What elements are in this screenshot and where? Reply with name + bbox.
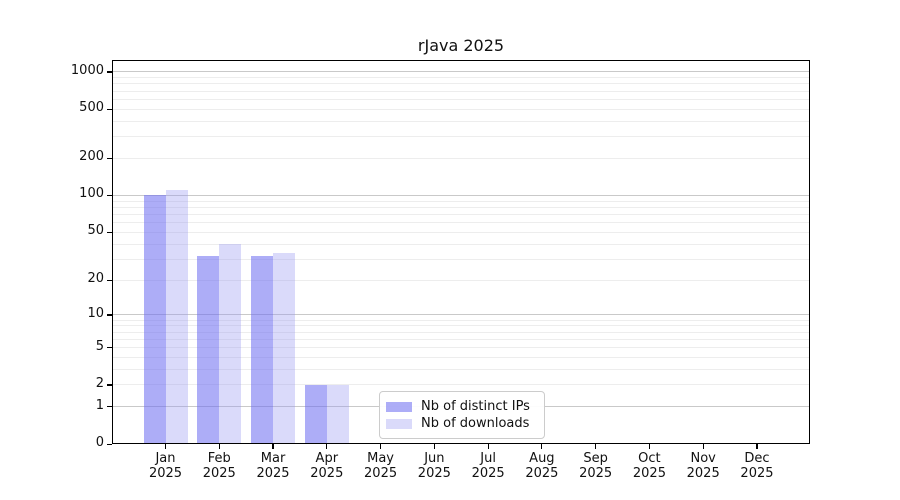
x-tick-label-aug: Aug 2025	[525, 451, 559, 481]
legend-item-distinct-ips: Nb of distinct IPs	[386, 398, 536, 415]
gridline-y-7	[113, 331, 809, 333]
gridline-y-90	[113, 200, 809, 202]
x-tick-label-jan: Jan 2025	[148, 451, 183, 481]
y-tick-label-50: 50	[87, 223, 104, 239]
y-tick-100	[107, 194, 112, 197]
gridline-y-80	[113, 206, 809, 208]
y-tick-0	[107, 443, 112, 445]
bar-mar-distinct-ips	[251, 255, 274, 443]
legend-label-downloads: Nb of downloads	[421, 416, 530, 431]
bar-apr-distinct-ips	[304, 384, 327, 443]
x-tick-label-apr: Apr 2025	[310, 451, 344, 481]
gridline-y-70	[113, 213, 809, 215]
x-tick-mar	[272, 444, 274, 449]
bar-mar-downloads	[273, 252, 296, 443]
y-tick-label-20: 20	[87, 271, 104, 287]
legend-swatch-downloads	[386, 418, 412, 429]
gridline-y-900	[113, 77, 809, 79]
x-tick-apr	[326, 444, 328, 449]
bar-feb-distinct-ips	[197, 255, 220, 443]
gridline-y-1000	[113, 71, 809, 73]
y-tick-label-500: 500	[79, 100, 104, 116]
x-tick-label-mar: Mar 2025	[256, 451, 290, 481]
y-tick-2	[107, 384, 112, 386]
gridline-y-700	[113, 90, 809, 92]
gridline-y-500	[113, 108, 809, 110]
gridline-y-30	[113, 258, 809, 260]
x-tick-label-nov: Nov 2025	[686, 451, 720, 481]
gridline-y-4	[113, 356, 809, 358]
x-tick-jul	[487, 444, 489, 449]
y-tick-label-5: 5	[95, 338, 104, 354]
x-tick-label-oct: Oct 2025	[632, 451, 666, 481]
gridline-y-6	[113, 338, 809, 340]
x-tick-oct	[648, 444, 651, 449]
y-tick-50	[107, 231, 112, 233]
bar-jan-distinct-ips	[143, 194, 166, 443]
gridline-y-3	[113, 368, 809, 370]
gridline-y-600	[113, 98, 809, 100]
gridline-y-50	[113, 231, 809, 233]
x-tick-label-jul: Jul 2025	[471, 451, 505, 481]
bar-apr-downloads	[326, 384, 349, 443]
x-tick-jan	[164, 444, 167, 449]
y-tick-500	[107, 108, 112, 110]
y-tick-1000	[107, 71, 112, 73]
x-tick-label-jun: Jun 2025	[417, 451, 451, 481]
x-tick-label-dec: Dec 2025	[740, 451, 774, 481]
legend-box: Nb of distinct IPs Nb of downloads	[379, 391, 545, 439]
x-tick-nov	[702, 444, 704, 449]
y-tick-5	[107, 347, 112, 349]
y-tick-200	[107, 157, 112, 160]
y-tick-1	[107, 406, 112, 408]
gridline-y-400	[113, 120, 809, 122]
legend-label-distinct-ips: Nb of distinct IPs	[421, 399, 530, 414]
y-tick-10	[107, 314, 112, 316]
y-tick-label-1: 1	[95, 397, 104, 413]
gridline-y-10	[113, 314, 809, 316]
bar-feb-downloads	[219, 244, 242, 443]
x-tick-sep	[595, 444, 597, 449]
x-tick-label-sep: Sep 2025	[579, 451, 613, 481]
y-tick-20	[107, 279, 112, 281]
y-tick-label-1000: 1000	[70, 62, 104, 78]
y-tick-label-10: 10	[87, 305, 104, 321]
gridline-y-2	[113, 384, 809, 386]
gridline-y-60	[113, 222, 809, 224]
legend-swatch-distinct-ips	[386, 401, 412, 412]
x-tick-may	[379, 444, 382, 449]
x-tick-label-may: May 2025	[364, 451, 398, 481]
legend-item-downloads: Nb of downloads	[386, 415, 536, 432]
bar-jan-downloads	[165, 190, 188, 443]
gridline-y-200	[113, 157, 809, 159]
gridline-y-800	[113, 83, 809, 85]
x-tick-label-feb: Feb 2025	[202, 451, 236, 481]
gridline-y-40	[113, 243, 809, 245]
y-tick-label-100: 100	[79, 186, 104, 202]
y-tick-label-2: 2	[95, 375, 104, 391]
chart-title: rJava 2025	[417, 36, 505, 55]
gridline-y-300	[113, 136, 809, 138]
gridline-y-100	[113, 194, 809, 196]
y-tick-label-0: 0	[95, 435, 104, 450]
x-tick-feb	[218, 444, 220, 449]
x-tick-dec	[756, 444, 758, 449]
x-tick-aug	[541, 444, 543, 449]
y-tick-label-200: 200	[79, 149, 104, 165]
gridline-y-8	[113, 325, 809, 327]
plot-area-frame	[112, 60, 810, 444]
gridline-y-5	[113, 347, 809, 348]
gridline-y-20	[113, 279, 809, 281]
x-tick-jun	[433, 444, 435, 449]
gridline-y-9	[113, 319, 809, 321]
